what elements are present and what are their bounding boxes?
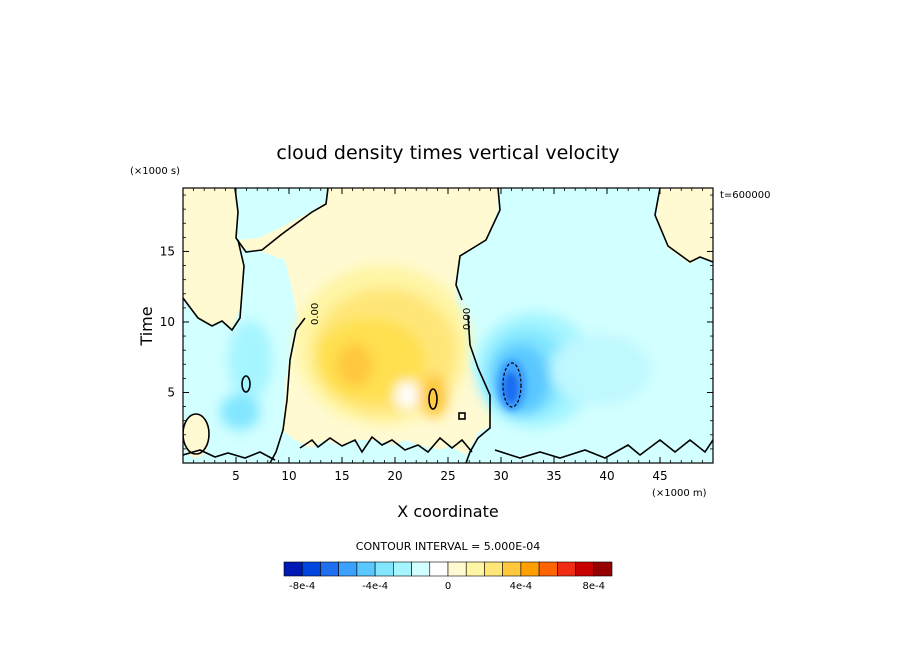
pale-positive-small: [183, 414, 209, 458]
colorbar-swatch: [575, 561, 595, 577]
colorbar-swatch: [374, 561, 394, 577]
colorbar-tick-label: 0: [445, 581, 451, 592]
y-axis-label: Time: [137, 306, 156, 346]
x-tick-label: 20: [387, 469, 402, 483]
colorbar-swatch: [356, 561, 376, 577]
y-units-label: (×1000 s): [130, 166, 180, 177]
negative-core-contour: [502, 362, 522, 408]
zero-contour-left-2: [183, 239, 245, 332]
zero-contour-left: [234, 188, 329, 253]
colorbar-swatch: [557, 561, 576, 577]
colorbar-swatch: [593, 561, 613, 577]
colorbar-swatch: [484, 561, 503, 577]
colorbar-tick-label: -8e-4: [289, 581, 315, 592]
x-tick-label: 35: [546, 469, 561, 483]
x-tick-label: 40: [599, 469, 614, 483]
y-tick-label: 10: [160, 315, 175, 329]
x-tick-label: 30: [493, 469, 508, 483]
y-tick-label: 15: [160, 244, 175, 258]
x-tick-label: 10: [281, 469, 296, 483]
time-label: t=600000: [720, 190, 770, 201]
contour-label-right: 0.00: [462, 308, 473, 330]
pale-positive-left: [183, 188, 243, 330]
x-tick-label: 5: [232, 469, 240, 483]
contour-interval-label: CONTOUR INTERVAL = 5.000E-04: [356, 540, 540, 553]
colorbar-tick-label: 8e-4: [583, 581, 606, 592]
x-ticks: 5 10 15 20 25 30 35 40 45: [193, 188, 703, 483]
zero-contour-dot: [458, 412, 466, 420]
x-tick-label: 25: [440, 469, 455, 483]
chart-title: cloud density times vertical velocity: [276, 142, 619, 164]
colorbar-swatch: [338, 561, 358, 577]
contour-field: [183, 188, 713, 463]
y-tick-label: 5: [167, 385, 175, 399]
y-ticks: 5 10 15: [160, 194, 713, 450]
colorbar-swatch: [520, 561, 540, 577]
contour-label-left: 0.00: [310, 303, 321, 325]
x-tick-label: 15: [334, 469, 349, 483]
zero-contour-right: [654, 188, 713, 263]
negative-core-shading: [497, 359, 527, 411]
zero-contour-small-bottom: [183, 413, 210, 455]
positive-shading: [295, 265, 471, 425]
positive-core-contour: [428, 388, 438, 410]
pale-positive-right: [656, 188, 713, 264]
colorbar-swatch: [447, 561, 467, 577]
colorbar-swatch: [393, 561, 412, 577]
colorbar-swatch: [283, 561, 303, 577]
zero-contour-top-right: [455, 188, 501, 301]
x-units-label: (×1000 m): [652, 488, 707, 499]
colorbar-swatch: [502, 561, 522, 577]
colorbar-tick-label: 4e-4: [510, 581, 533, 592]
colorbar-ticks: -8e-4 -4e-4 0 4e-4 8e-4: [289, 581, 605, 592]
zero-contour-main-right: [465, 315, 491, 463]
colorbar-swatch: [465, 561, 485, 577]
colorbar-swatch: [320, 561, 339, 577]
zero-contour-main-left: [269, 317, 306, 463]
x-axis-label: X coordinate: [397, 502, 498, 521]
colorbar-tick-label: -4e-4: [362, 581, 388, 592]
colorbar-swatch: [429, 561, 449, 577]
colorbar-swatch: [301, 561, 321, 577]
zero-contour-bottom: [183, 435, 713, 461]
x-tick-label: 45: [652, 469, 667, 483]
colorbar: [283, 561, 613, 577]
colorbar-swatch: [411, 561, 431, 577]
zero-contour-small-left: [241, 375, 251, 393]
colorbar-swatch: [538, 561, 558, 577]
